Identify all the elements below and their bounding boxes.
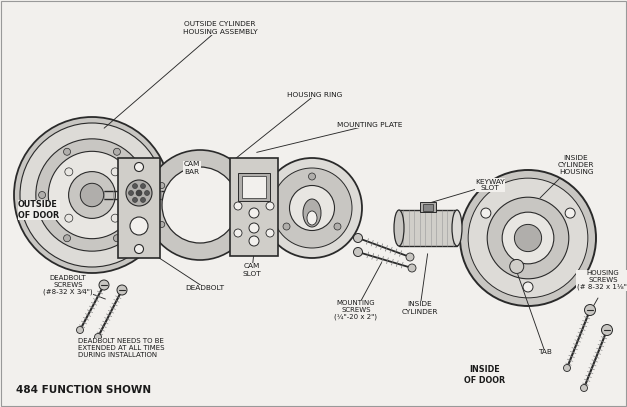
Circle shape — [117, 285, 127, 295]
Circle shape — [126, 180, 152, 206]
Text: OUTSIDE
OF DOOR: OUTSIDE OF DOOR — [18, 200, 59, 220]
Bar — [399, 210, 457, 246]
Text: CAM
SLOT: CAM SLOT — [243, 263, 261, 276]
Circle shape — [111, 168, 119, 176]
Circle shape — [460, 170, 596, 306]
Text: HOUSING RING: HOUSING RING — [287, 92, 342, 98]
Bar — [230, 158, 278, 256]
Circle shape — [249, 236, 259, 246]
Circle shape — [113, 148, 120, 155]
Circle shape — [523, 282, 533, 292]
Circle shape — [144, 190, 149, 195]
Bar — [118, 158, 160, 258]
Text: CAM
BAR: CAM BAR — [184, 162, 200, 175]
Circle shape — [408, 264, 416, 272]
Bar — [238, 173, 270, 201]
Circle shape — [135, 245, 144, 254]
Text: DEADBOLT NEEDS TO BE
EXTENDED AT ALL TIMES
DURING INSTALLATION: DEADBOLT NEEDS TO BE EXTENDED AT ALL TIM… — [78, 338, 164, 358]
Circle shape — [20, 123, 164, 267]
Circle shape — [334, 223, 341, 230]
Circle shape — [65, 168, 73, 176]
Circle shape — [234, 229, 242, 237]
Bar — [420, 202, 436, 212]
Circle shape — [111, 214, 119, 222]
Ellipse shape — [394, 210, 404, 246]
Text: HOUSING
SCREWS
(# 8-32 x 1⅛"): HOUSING SCREWS (# 8-32 x 1⅛") — [577, 270, 627, 290]
Circle shape — [481, 208, 491, 218]
Circle shape — [68, 172, 115, 219]
Bar — [423, 204, 433, 211]
Circle shape — [80, 183, 103, 207]
Text: INSIDE
CYLINDER: INSIDE CYLINDER — [402, 302, 438, 315]
Circle shape — [514, 224, 542, 252]
Circle shape — [113, 235, 120, 242]
Circle shape — [140, 197, 145, 202]
Circle shape — [487, 197, 569, 279]
Circle shape — [63, 235, 71, 242]
Circle shape — [283, 223, 290, 230]
Text: DEADBOLT: DEADBOLT — [186, 285, 224, 291]
Circle shape — [354, 247, 362, 256]
Text: MOUNTING
SCREWS
(¼"-20 x 2"): MOUNTING SCREWS (¼"-20 x 2") — [334, 300, 377, 320]
Circle shape — [468, 178, 588, 298]
Text: INSIDE
OF DOOR: INSIDE OF DOOR — [465, 365, 505, 385]
Ellipse shape — [303, 199, 321, 227]
Circle shape — [36, 139, 148, 251]
Circle shape — [235, 182, 241, 188]
Circle shape — [76, 326, 83, 333]
Circle shape — [129, 190, 134, 195]
Circle shape — [266, 202, 274, 210]
Circle shape — [234, 202, 242, 210]
Circle shape — [308, 173, 315, 180]
Circle shape — [601, 324, 613, 335]
Text: 484 FUNCTION SHOWN: 484 FUNCTION SHOWN — [16, 385, 151, 395]
Circle shape — [510, 259, 524, 274]
Circle shape — [136, 190, 142, 196]
Circle shape — [354, 234, 362, 243]
Circle shape — [584, 304, 596, 315]
Circle shape — [130, 217, 148, 235]
Ellipse shape — [452, 210, 462, 246]
Circle shape — [564, 365, 571, 372]
Text: TAB: TAB — [538, 349, 552, 355]
Circle shape — [39, 192, 46, 199]
Circle shape — [63, 148, 71, 155]
Circle shape — [139, 192, 145, 199]
Bar — [242, 176, 266, 198]
Circle shape — [262, 158, 362, 258]
Circle shape — [162, 167, 238, 243]
Circle shape — [565, 208, 575, 218]
Text: INSIDE
CYLINDER
HOUSING: INSIDE CYLINDER HOUSING — [558, 155, 594, 175]
Circle shape — [65, 214, 73, 222]
Circle shape — [406, 253, 414, 261]
Circle shape — [48, 151, 135, 239]
Text: DEADBOLT
SCREWS
(#8-32 X 3⁄4"): DEADBOLT SCREWS (#8-32 X 3⁄4") — [43, 275, 93, 295]
Circle shape — [581, 385, 587, 392]
Circle shape — [502, 212, 554, 264]
Circle shape — [132, 197, 137, 202]
Circle shape — [140, 184, 145, 188]
Circle shape — [99, 280, 109, 290]
Circle shape — [159, 182, 165, 188]
Circle shape — [249, 223, 259, 233]
Text: MOUNTING PLATE: MOUNTING PLATE — [337, 122, 403, 128]
Circle shape — [266, 229, 274, 237]
Circle shape — [290, 186, 334, 230]
Circle shape — [95, 333, 102, 341]
Text: OUTSIDE CYLINDER
HOUSING ASSEMBLY: OUTSIDE CYLINDER HOUSING ASSEMBLY — [182, 22, 257, 35]
Circle shape — [132, 184, 137, 188]
Ellipse shape — [307, 211, 317, 225]
Circle shape — [272, 168, 352, 248]
Circle shape — [235, 221, 241, 228]
Circle shape — [159, 221, 165, 228]
Circle shape — [14, 117, 170, 273]
Circle shape — [249, 208, 259, 218]
Circle shape — [145, 150, 255, 260]
Circle shape — [135, 162, 144, 171]
Text: KEYWAY
SLOT: KEYWAY SLOT — [475, 179, 505, 192]
